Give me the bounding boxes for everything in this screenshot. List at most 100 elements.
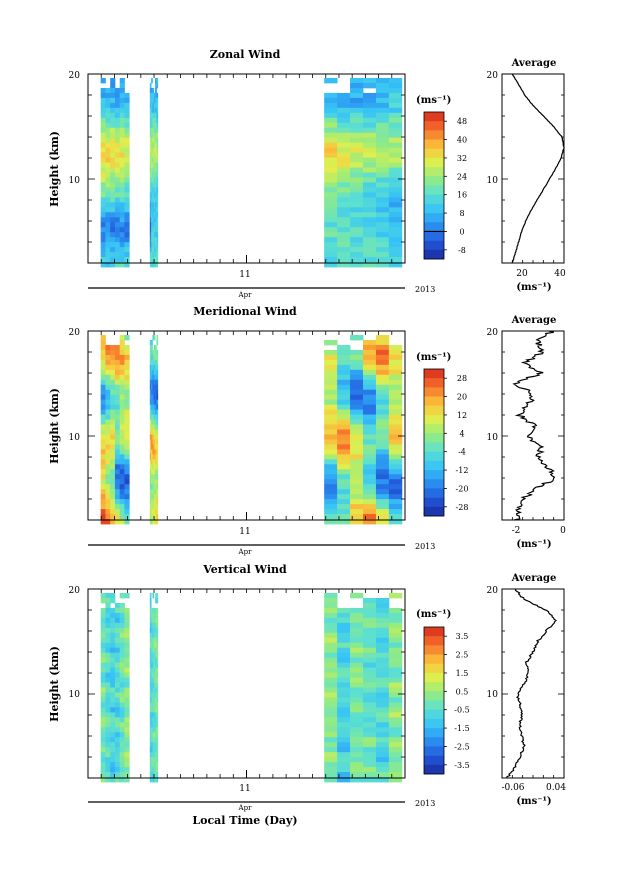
heatmap-cell bbox=[350, 177, 364, 183]
heatmap-cell bbox=[337, 237, 351, 243]
heatmap-cell bbox=[152, 147, 155, 154]
heatmap-cell bbox=[155, 464, 157, 470]
heatmap-cell bbox=[152, 454, 155, 460]
heatmap-cell bbox=[114, 647, 121, 654]
heatmap-cell bbox=[337, 177, 351, 183]
heatmap-cell bbox=[151, 117, 153, 124]
heatmap-cell bbox=[388, 82, 403, 89]
heatmap-cell bbox=[152, 384, 155, 391]
heatmap-cell bbox=[151, 147, 153, 154]
heatmap-cell bbox=[119, 662, 125, 669]
heatmap-cell bbox=[105, 494, 111, 500]
heatmap-cell bbox=[324, 177, 338, 183]
heatmap-cell bbox=[324, 207, 338, 213]
heatmap-cell bbox=[119, 252, 125, 258]
heatmap-cell bbox=[105, 682, 111, 688]
heatmap-cell bbox=[362, 262, 377, 268]
heatmap-cell bbox=[110, 409, 116, 415]
heatmap-cell bbox=[100, 227, 106, 233]
heatmap-cell bbox=[149, 339, 152, 346]
heatmap-cell bbox=[152, 677, 155, 683]
heatmap-cell bbox=[124, 404, 130, 411]
heatmap-cell bbox=[100, 732, 106, 738]
heatmap-cell bbox=[152, 87, 155, 94]
heatmap-cell bbox=[337, 404, 351, 411]
heatmap-cell bbox=[362, 697, 377, 703]
heatmap-cell bbox=[110, 637, 116, 644]
heatmap-cell bbox=[156, 252, 159, 258]
heatmap-cell bbox=[119, 499, 125, 505]
heatmap-cell bbox=[156, 459, 159, 465]
heatmap-cell bbox=[149, 742, 152, 748]
colorbar-tick-label: -1.5 bbox=[454, 724, 469, 733]
heatmap-cell bbox=[151, 489, 153, 495]
heatmap-cell bbox=[100, 202, 106, 208]
heatmap-cell bbox=[375, 182, 390, 188]
heatmap-cell bbox=[350, 354, 364, 361]
heatmap-cell bbox=[324, 597, 338, 604]
heatmap-cell bbox=[151, 379, 153, 386]
heatmap-cell bbox=[119, 389, 125, 396]
heatmap-cell bbox=[156, 409, 159, 415]
heatmap-cell bbox=[110, 504, 116, 510]
heatmap-cell bbox=[124, 474, 130, 480]
heatmap-cell bbox=[156, 777, 159, 783]
heatmap-cell bbox=[100, 667, 106, 673]
heatmap-cell bbox=[114, 202, 121, 208]
heatmap-cell bbox=[149, 489, 152, 495]
heatmap-cell bbox=[156, 767, 159, 773]
heatmap-cell bbox=[151, 667, 153, 673]
heatmap-cell bbox=[100, 142, 106, 149]
heatmap-cell bbox=[105, 132, 111, 139]
heatmap-cell bbox=[337, 732, 351, 738]
heatmap-cell bbox=[100, 727, 106, 733]
heatmap-cell bbox=[362, 722, 377, 728]
heatmap-cell bbox=[388, 702, 403, 708]
heatmap-cell bbox=[149, 464, 152, 470]
colorbar-frame bbox=[423, 111, 445, 260]
heatmap-cell bbox=[375, 484, 390, 490]
heatmap-cell bbox=[375, 767, 390, 773]
heatmap-cell bbox=[153, 449, 156, 455]
heatmap-cell bbox=[156, 374, 159, 381]
heatmap-cell bbox=[152, 434, 155, 440]
heatmap-cell bbox=[350, 399, 364, 406]
heatmap-cell bbox=[153, 474, 156, 480]
heatmap-cell bbox=[155, 777, 157, 783]
heatmap-cell bbox=[362, 597, 377, 604]
heatmap-cell bbox=[324, 687, 338, 693]
heatmap-cell bbox=[375, 122, 390, 129]
heatmap-cell bbox=[153, 519, 156, 525]
heatmap-cell bbox=[350, 712, 364, 718]
heatmap-cell bbox=[152, 212, 155, 218]
heatmap-cell bbox=[337, 117, 351, 124]
heatmap-cell bbox=[110, 762, 116, 768]
heatmap-cell bbox=[362, 157, 377, 163]
heatmap-cell bbox=[152, 727, 155, 733]
heatmap-cell bbox=[119, 167, 125, 173]
heatmap-cell bbox=[156, 354, 159, 361]
heatmap-cell bbox=[362, 514, 377, 520]
heatmap-cell bbox=[119, 637, 125, 644]
heatmap-cell bbox=[156, 494, 159, 500]
heatmap-cell bbox=[100, 117, 106, 124]
colorbar-segment bbox=[424, 627, 444, 637]
heatmap-cell bbox=[114, 772, 121, 778]
heatmap-cell bbox=[114, 424, 121, 430]
colorbar-segment bbox=[424, 249, 444, 260]
heatmap-cell bbox=[152, 772, 155, 778]
heatmap-cell bbox=[324, 237, 338, 243]
heatmap-cell bbox=[100, 112, 106, 119]
heatmap-cell bbox=[152, 379, 155, 386]
colorbar-tick-label: 1.5 bbox=[456, 669, 469, 678]
heatmap-cell bbox=[105, 717, 111, 723]
heatmap-cell bbox=[124, 444, 130, 450]
heatmap-cell bbox=[388, 107, 403, 114]
heatmap-cell bbox=[149, 667, 152, 673]
heatmap-cell bbox=[153, 117, 156, 124]
heatmap-cell bbox=[152, 593, 155, 599]
heatmap-cell bbox=[362, 607, 377, 614]
heatmap-cell bbox=[105, 192, 111, 198]
meridional-wind-title: Meridional Wind bbox=[193, 305, 297, 318]
heatmap-cell bbox=[388, 247, 403, 253]
